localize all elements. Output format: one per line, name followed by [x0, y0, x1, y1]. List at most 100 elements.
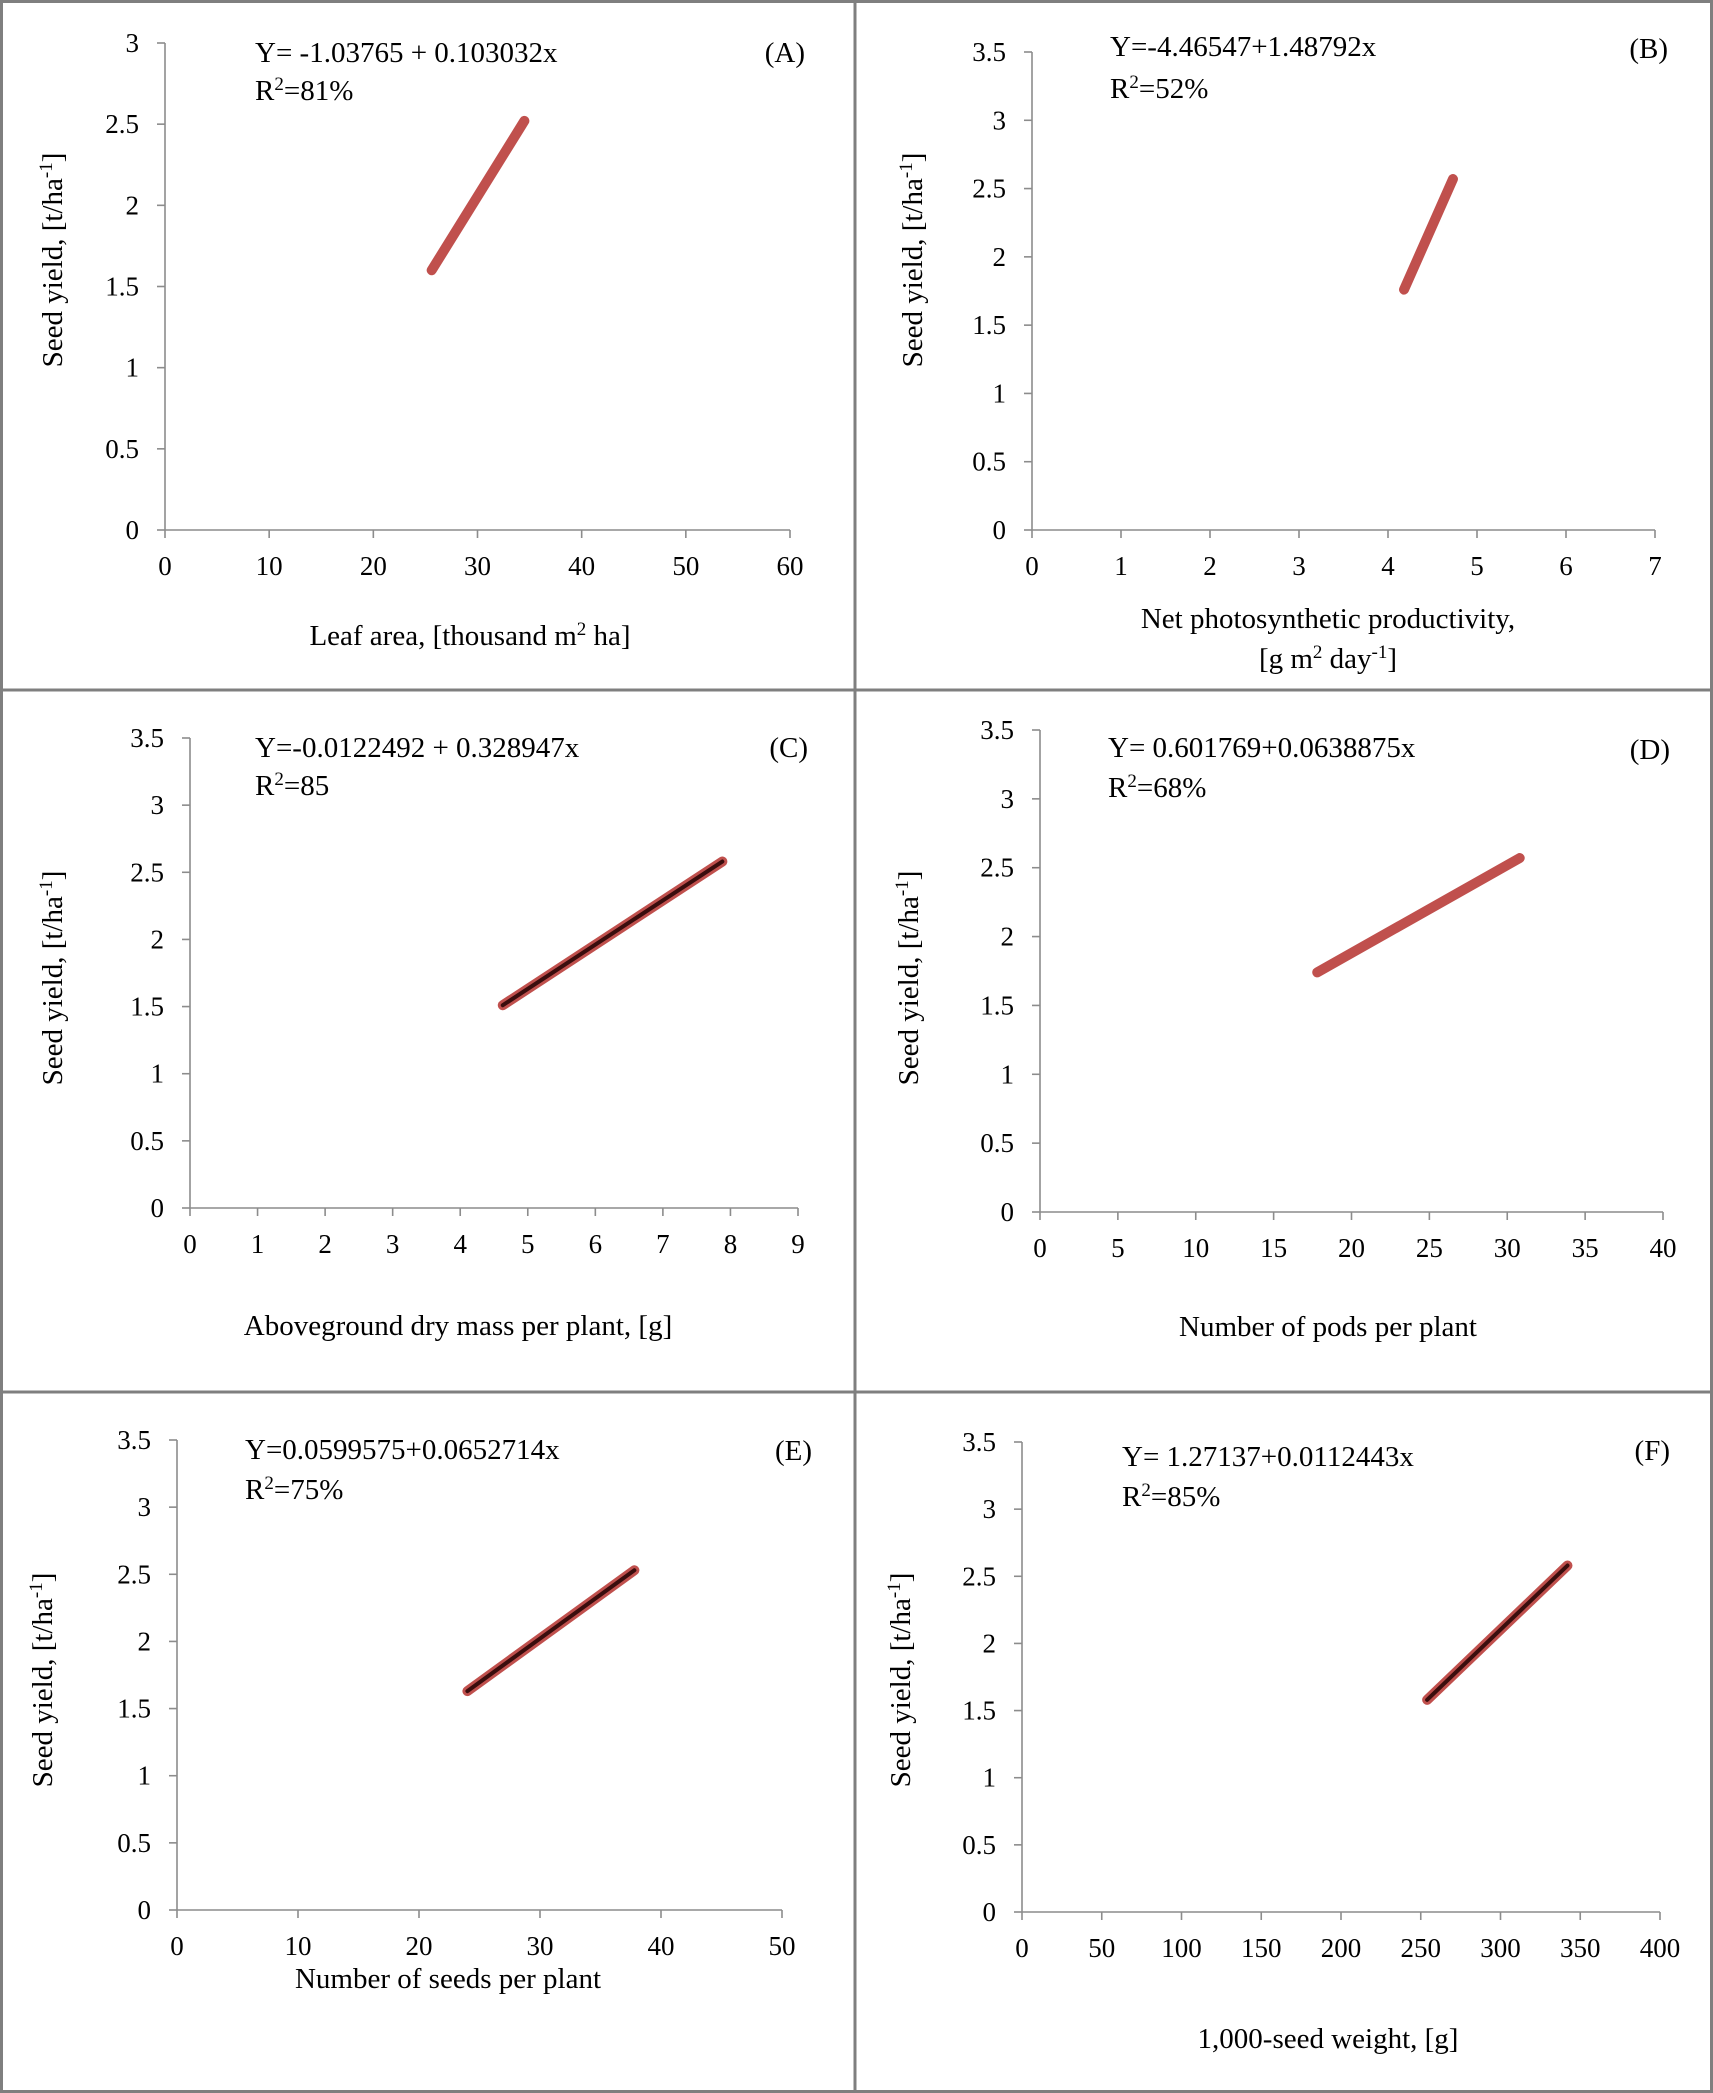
- x-tick-label: 0: [183, 1229, 197, 1259]
- regression-line: [426, 115, 530, 276]
- x-axis-label-text: Aboveground dry mass per plant, [g]: [244, 1310, 672, 1342]
- chart-2: 0 1 2 3 4 5 6 7 0 0.5 1 1.5 2 2.5 3 3.5 Y=-4.46547+1.487…: [896, 31, 1669, 675]
- x-axis-label-text: Number of seeds per plant: [295, 1963, 601, 1995]
- y-axis-label-text: Seed yield, [t/ha: [37, 896, 69, 1085]
- y-axis-label-end: ]: [37, 871, 69, 881]
- x-tick-label: 50: [1088, 1933, 1115, 1963]
- y-tick-label: 0.5: [962, 1830, 996, 1860]
- y-tick-label: 0: [1001, 1197, 1015, 1227]
- regression-equation: Y= 1.27137+0.0112443x: [1122, 1441, 1414, 1473]
- x-tick-label: 20: [1338, 1233, 1365, 1263]
- x-tick-label: 5: [521, 1229, 535, 1259]
- y-tick-label: 2.5: [980, 853, 1014, 883]
- x-axis-label-line-2: [g m2 day-1]: [1259, 642, 1397, 676]
- x-tick-label: 0: [158, 551, 172, 581]
- y-tick-label: 0.5: [980, 1128, 1014, 1158]
- r-squared-symbol: R: [255, 75, 275, 107]
- x-tick-label: 4: [453, 1229, 467, 1259]
- x-tick-label: 250: [1401, 1933, 1442, 1963]
- chart-4: 0 5 10 15 20 25 30 35 40 0 0.5 1 1.5 2 2.5 3 3.5 Y= 0.601…: [892, 715, 1677, 1343]
- y-axis-label-text: Seed yield, [t/ha: [893, 896, 925, 1085]
- r-squared-value: =75%: [274, 1474, 344, 1506]
- x-axis-label: 1,000-seed weight, [g]: [1198, 2023, 1459, 2055]
- panel-letter: (D): [1630, 734, 1670, 766]
- y-tick-label: 2: [993, 242, 1007, 272]
- x-axis-label-line-2-superscript: 2: [1313, 642, 1323, 663]
- y-axis-label-text: Seed yield, [t/ha: [885, 1598, 917, 1787]
- y-tick-label: 2: [126, 190, 140, 220]
- x-axis-label-line-2-end: ]: [1387, 643, 1397, 675]
- x-tick-label: 10: [1182, 1233, 1209, 1263]
- y-tick-label: 1: [138, 1761, 152, 1791]
- x-tick-label: 35: [1572, 1233, 1599, 1263]
- y-tick-label: 0.5: [117, 1828, 151, 1858]
- x-tick-label: 1: [251, 1229, 265, 1259]
- chart-6: 0 50 100 150 200 250 300 350 400 0 0.5 1 1.5 2 2.5 3 3.5…: [884, 1427, 1681, 2055]
- x-tick-label: 30: [1494, 1233, 1521, 1263]
- y-tick-label: 2.5: [130, 857, 164, 887]
- y-tick-label: 1.5: [980, 990, 1014, 1020]
- x-tick-label: 20: [360, 551, 387, 581]
- x-axis-label: Leaf area, [thousand m2 ha]: [309, 619, 630, 653]
- regression-line-core: [500, 859, 725, 1008]
- y-tick-label: 2: [138, 1626, 152, 1656]
- y-axis-label: Seed yield, [t/ha-1]: [36, 871, 70, 1086]
- y-axis-label: Seed yield, [t/ha-1]: [884, 1573, 918, 1788]
- x-tick-label: 0: [1033, 1233, 1047, 1263]
- y-tick-label: 3.5: [972, 37, 1006, 67]
- y-tick-label: 2: [1001, 922, 1015, 952]
- y-axis-label-superscript: -1: [892, 880, 913, 896]
- y-tick-label: 3.5: [962, 1427, 996, 1457]
- r-squared-symbol: R: [255, 770, 275, 802]
- x-tick-label: 40: [1650, 1233, 1677, 1263]
- x-tick-label: 15: [1260, 1233, 1287, 1263]
- y-tick-label: 3: [993, 105, 1007, 135]
- x-tick-label: 5: [1111, 1233, 1125, 1263]
- y-tick-label: 3: [151, 790, 165, 820]
- y-tick-label: 0: [151, 1193, 165, 1223]
- r-squared-superscript: 2: [1141, 1480, 1151, 1501]
- x-tick-label: 5: [1470, 551, 1484, 581]
- r-squared: R2=85: [255, 769, 329, 803]
- x-tick-label: 100: [1161, 1933, 1202, 1963]
- x-tick-label: 30: [527, 1931, 554, 1961]
- r-squared-superscript: 2: [1129, 72, 1139, 93]
- x-tick-label: 40: [648, 1931, 675, 1961]
- y-tick-label: 1.5: [962, 1696, 996, 1726]
- x-tick-label: 60: [777, 551, 804, 581]
- x-axis-label-superscript: 2: [577, 619, 587, 640]
- r-squared-value: =68%: [1137, 772, 1207, 804]
- y-axis-label-end: ]: [897, 153, 929, 163]
- y-axis-label-end: ]: [27, 1573, 59, 1583]
- x-tick-label: 4: [1381, 551, 1395, 581]
- r-squared: R2=68%: [1108, 771, 1206, 805]
- y-axis-label: Seed yield, [t/ha-1]: [892, 871, 926, 1086]
- x-tick-label: 200: [1321, 1933, 1362, 1963]
- y-tick-label: 0.5: [130, 1126, 164, 1156]
- y-tick-label: 3.5: [980, 715, 1014, 745]
- chart-3: 0 1 2 3 4 5 6 7 8 9 0 0.5 1 1.5 2 2.5 3 3.5 Y=-0.0122492 +…: [36, 723, 809, 1342]
- regression-equation: Y= 0.601769+0.0638875x: [1108, 732, 1416, 764]
- x-tick-label: 30: [464, 551, 491, 581]
- r-squared-value: =85%: [1151, 1481, 1221, 1513]
- r-squared: R2=52%: [1110, 72, 1208, 106]
- r-squared-superscript: 2: [274, 769, 284, 790]
- x-axis-label: Aboveground dry mass per plant, [g]: [244, 1310, 672, 1342]
- x-tick-label: 9: [791, 1229, 805, 1259]
- y-tick-label: 3.5: [117, 1425, 151, 1455]
- x-tick-label: 50: [672, 551, 699, 581]
- y-axis-label-text: Seed yield, [t/ha: [37, 178, 69, 367]
- y-tick-label: 1: [983, 1763, 997, 1793]
- x-axis-label-line-2-mid: day: [1322, 643, 1372, 675]
- y-tick-label: 1.5: [972, 310, 1006, 340]
- r-squared-superscript: 2: [274, 74, 284, 95]
- y-tick-label: 3: [126, 28, 140, 58]
- y-axis-label-superscript: -1: [884, 1582, 905, 1598]
- y-tick-label: 1.5: [130, 992, 164, 1022]
- chart-1: 0 10 20 30 40 50 60 0 0.5 1 1.5 2 2.5 3 Y= -1.03765 + …: [36, 28, 806, 652]
- y-tick-label: 3: [983, 1494, 997, 1524]
- x-tick-label: 400: [1640, 1933, 1681, 1963]
- y-tick-label: 2: [983, 1628, 997, 1658]
